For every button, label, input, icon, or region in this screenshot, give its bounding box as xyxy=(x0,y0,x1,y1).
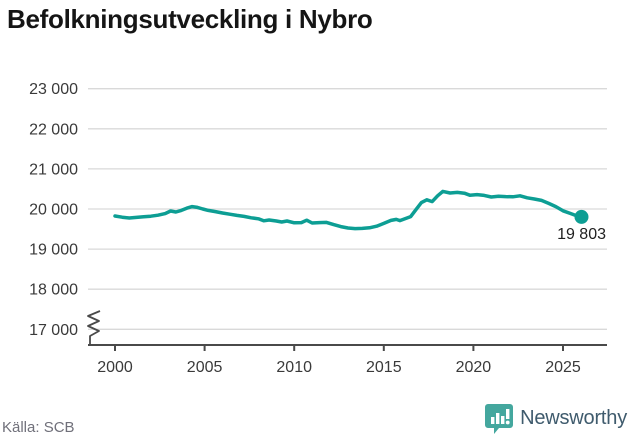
x-tick-label: 2020 xyxy=(456,359,492,376)
y-tick-label: 23 000 xyxy=(29,81,78,98)
y-axis-break-icon xyxy=(87,310,101,345)
y-tick-label: 21 000 xyxy=(29,161,78,178)
x-tick-label: 2000 xyxy=(97,359,133,376)
x-tick-label: 2025 xyxy=(545,359,581,376)
y-tick-label: 22 000 xyxy=(29,121,78,138)
x-tick-label: 2005 xyxy=(187,359,223,376)
y-tick-label: 18 000 xyxy=(29,282,78,299)
y-tick-label: 19 000 xyxy=(29,242,78,259)
y-tick-label: 17 000 xyxy=(29,322,78,339)
brand-footer: Newsworthy xyxy=(485,402,627,434)
chart-title: Befolkningsutveckling i Nybro xyxy=(7,4,373,34)
x-tick-label: 2010 xyxy=(276,359,312,376)
source-label: Källa: SCB xyxy=(2,419,75,436)
population-line xyxy=(113,189,582,231)
brand-wordmark: Newsworthy xyxy=(520,406,627,429)
end-value-label: 19 803 xyxy=(557,226,606,243)
x-tick-label: 2015 xyxy=(366,359,402,376)
y-tick-label: 20 000 xyxy=(29,202,78,219)
end-point-dot xyxy=(574,209,589,224)
newsworthy-logo-icon xyxy=(485,404,514,434)
